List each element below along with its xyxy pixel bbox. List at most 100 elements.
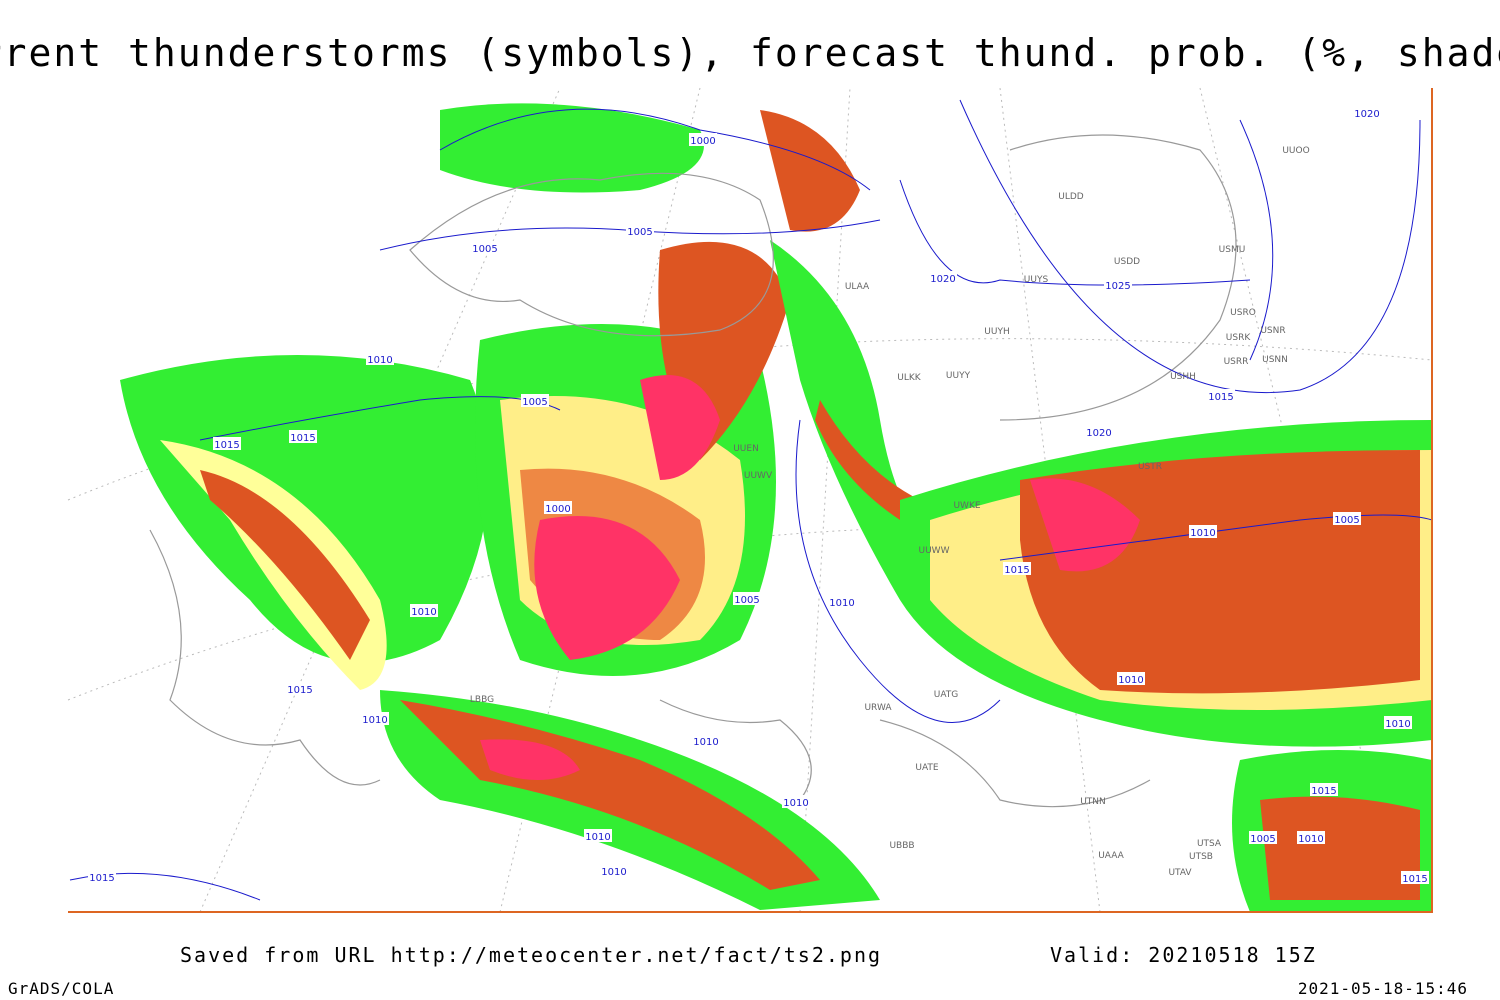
station-label: UWKE	[953, 501, 980, 511]
isobar-label-bg	[366, 352, 394, 365]
isobar-label-bg	[1384, 716, 1412, 729]
station-label: UTSA	[1197, 839, 1222, 849]
station-label: UUEN	[733, 444, 759, 454]
isobar-label-bg	[1297, 831, 1325, 844]
isobar-label: 1010	[411, 607, 436, 618]
isobar-label: 1010	[1190, 528, 1215, 539]
isobar-label: 1015	[1311, 786, 1336, 797]
software: GrADS/COLA	[8, 979, 114, 998]
isobar-label: 1010	[829, 598, 854, 609]
isobar-label-bg	[1207, 389, 1235, 402]
station-label: UUYH	[984, 327, 1009, 337]
isobar-label: 1020	[1354, 109, 1379, 120]
isobar-label-bg	[1249, 831, 1277, 844]
isobar-label-bg	[1003, 562, 1031, 575]
station-label: UUYS	[1024, 275, 1049, 285]
station-label: UAAA	[1098, 851, 1124, 861]
isobar-label-bg	[88, 870, 116, 883]
isobar-label: 1010	[601, 867, 626, 878]
station-label: UTSB	[1189, 852, 1213, 862]
station-label: USMU	[1219, 245, 1246, 255]
isobar-label: 1005	[1334, 515, 1359, 526]
isobar-label-bg	[689, 133, 717, 146]
station-label: UTAV	[1168, 868, 1192, 878]
isobar-label: 1010	[1385, 719, 1410, 730]
isobar-label: 1010	[693, 737, 718, 748]
station-label: ULDD	[1058, 192, 1084, 202]
shading	[120, 103, 1432, 912]
station-label: USNR	[1260, 326, 1285, 336]
station-label: UUYY	[946, 371, 971, 381]
isobar-label-bg	[544, 501, 572, 514]
isobar-label-bg	[1189, 525, 1217, 538]
station-label: USNN	[1262, 355, 1288, 365]
isobar-label-bg	[1333, 512, 1361, 525]
isobar-label-bg	[600, 864, 628, 877]
isobar-label: 1015	[1402, 874, 1427, 885]
isobar-label: 1005	[522, 397, 547, 408]
station-label: UATG	[934, 690, 959, 700]
isobar-label-bg	[1353, 106, 1381, 119]
station-label: USRR	[1224, 357, 1249, 367]
timestamp: 2021-05-18-15:46	[1298, 979, 1468, 998]
isobar-label-bg	[782, 795, 810, 808]
isobar-label: 1015	[214, 440, 239, 451]
station-label: USHH	[1170, 372, 1196, 382]
isobar-label-bg	[213, 437, 241, 450]
isobar-label-bg	[828, 595, 856, 608]
isobar-label-bg	[289, 430, 317, 443]
isobar-label: 1010	[783, 798, 808, 809]
isobar-label-bg	[1310, 783, 1338, 796]
station-label: LBBG	[470, 695, 494, 705]
station-label: USRO	[1230, 308, 1256, 318]
source-url: Saved from URL http://meteocenter.net/fa…	[180, 943, 882, 967]
isobar-label-bg	[626, 224, 654, 237]
isobar-label: 1005	[472, 244, 497, 255]
isobar-label: 1010	[367, 355, 392, 366]
isobar-label-bg	[929, 271, 957, 284]
isobar-label-bg	[733, 592, 761, 605]
isobar-label-bg	[410, 604, 438, 617]
isobar-label-bg	[1085, 425, 1113, 438]
map-title: Current thunderstorms (symbols), forecas…	[0, 31, 1500, 75]
station-label: UBBB	[889, 841, 914, 851]
isobar-label: 1025	[1105, 281, 1130, 292]
isobar-label-bg	[471, 241, 499, 254]
isobar-label-bg	[1117, 672, 1145, 685]
isobar-label-bg	[521, 394, 549, 407]
station-label: UUOO	[1282, 146, 1309, 156]
isobar-label: 1005	[627, 227, 652, 238]
isobar-label-bg	[692, 734, 720, 747]
isobar-label: 1010	[1298, 834, 1323, 845]
isobar-label: 1015	[1208, 392, 1233, 403]
isobar-label: 1005	[734, 595, 759, 606]
station-label: URWA	[864, 703, 892, 713]
isobar-label: 1015	[89, 873, 114, 884]
isobar-label: 1020	[1086, 428, 1111, 439]
station-label: USRK	[1226, 333, 1252, 343]
isobar-label-bg	[1401, 871, 1429, 884]
isobar-label-bg	[361, 712, 389, 725]
isobar-label-bg	[286, 682, 314, 695]
station-label: ULAA	[845, 282, 870, 292]
isobar-label: 1015	[287, 685, 312, 696]
station-label: ULKK	[897, 373, 922, 383]
station-label: UATE	[915, 763, 939, 773]
isobar-label: 1010	[585, 832, 610, 843]
isobar-label-bg	[584, 829, 612, 842]
station-label: USTR	[1138, 462, 1162, 472]
isobar-label-bg	[1104, 278, 1132, 291]
map-border	[68, 88, 1433, 913]
isobar-label: 1015	[290, 433, 315, 444]
station-label: UUWW	[919, 546, 950, 556]
station-label: UUWV	[744, 471, 773, 481]
isobar-label: 1020	[930, 274, 955, 285]
isobar-label: 1000	[690, 136, 715, 147]
coastlines	[149, 134, 1237, 808]
valid-time: Valid: 20210518 15Z	[1050, 943, 1317, 967]
station-label: UTNN	[1080, 797, 1106, 807]
isobar-label: 1010	[1118, 675, 1143, 686]
isobar-label: 1000	[545, 504, 570, 515]
